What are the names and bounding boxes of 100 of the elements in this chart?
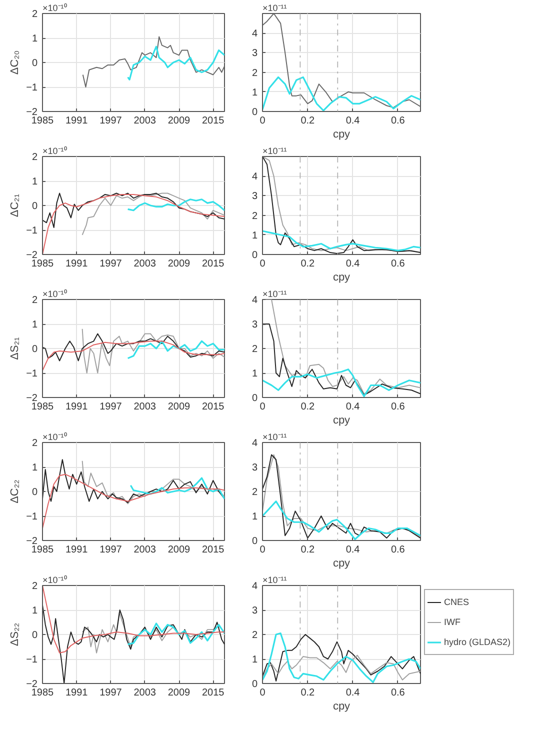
x-tick-label: 0: [260, 116, 266, 126]
x-tick-label: 2009: [168, 402, 191, 412]
x-tick-label: 0: [260, 258, 266, 270]
x-tick-label: 2015: [202, 402, 225, 412]
y-tick-label: 3: [252, 320, 258, 330]
y-tick-label: 1: [32, 34, 38, 44]
x-axis-title: cpy: [332, 128, 351, 140]
x-tick-label: 0.4: [346, 402, 360, 412]
text: ×10⁻¹⁰: [42, 289, 67, 299]
y-tick-label: 3: [252, 462, 258, 474]
x-tick-label: 2003: [134, 544, 156, 556]
x-tick-label: 0.2: [300, 544, 316, 556]
x-tick-label: 0.6: [390, 402, 406, 412]
y-tick-label: 1: [252, 512, 258, 522]
y-tick-label: 0: [252, 107, 258, 118]
x-tick-label: 0.4: [346, 544, 360, 556]
x-tick-label: 0.4: [346, 258, 360, 270]
x-tick-label: 1991: [66, 688, 88, 698]
x-tick-label: 1997: [100, 688, 122, 698]
line-series: [262, 14, 420, 108]
line-series: [82, 328, 224, 374]
y-tick-label: 2: [32, 581, 38, 592]
y-tick-label: 0: [32, 58, 38, 69]
y-tick-label: 2: [252, 68, 258, 79]
x-tick-label: 0.2: [300, 258, 316, 270]
legend-label: IWF: [444, 617, 462, 627]
y-tick-label: 3: [252, 48, 258, 60]
legend-label: hydro (GLDAS2): [444, 637, 511, 647]
x-axis-title: cpy: [332, 272, 351, 284]
y-tick-label: 3: [252, 606, 258, 616]
x-tick-label: 0: [260, 688, 266, 698]
x-tick-label: 0.4: [346, 116, 360, 126]
x-tick-label: 1985: [31, 402, 54, 412]
x-tick-label: 2009: [168, 688, 191, 698]
y-tick-label: 1: [252, 230, 258, 242]
x-tick-label: 1985: [31, 688, 54, 698]
x-tick-label: 0.2: [300, 116, 316, 126]
text: ×10⁻¹¹: [262, 146, 287, 156]
y-tick-label: 1: [32, 606, 38, 616]
x-tick-label: 0.6: [390, 258, 406, 270]
y-tick-label: −1: [26, 82, 38, 94]
line-series: [127, 198, 224, 212]
y-tick-label: 1: [252, 654, 258, 666]
x-tick-label: 2009: [168, 258, 191, 270]
x-axis-title: cpy: [332, 700, 351, 712]
x-tick-label: 1985: [31, 116, 54, 126]
y-tick-label: 0: [32, 344, 38, 355]
x-tick-label: 1985: [31, 544, 54, 556]
x-tick-label: 1997: [100, 544, 122, 556]
text: ×10⁻¹¹: [262, 432, 287, 442]
y-tick-label: 0: [32, 630, 38, 641]
y-tick-label: 4: [252, 438, 258, 449]
y-tick-label: 2: [252, 487, 258, 498]
y-tick-label: −2: [26, 250, 38, 261]
x-tick-label: 1991: [66, 258, 88, 270]
x-axis-title: cpy: [332, 414, 351, 426]
y-tick-label: 1: [252, 87, 258, 98]
line-series: [127, 340, 224, 360]
x-tick-label: 0.6: [390, 116, 406, 126]
x-tick-label: 1991: [66, 402, 88, 412]
x-tick-label: 0.6: [390, 688, 406, 698]
text: ×10⁻¹¹: [262, 3, 287, 13]
text: ×10⁻¹⁰: [42, 3, 67, 13]
y-axis-title: ΔC₂₂: [9, 480, 22, 504]
line-series: [42, 192, 224, 228]
y-tick-label: 4: [252, 28, 258, 40]
x-tick-label: 2015: [202, 258, 225, 270]
y-tick-label: −1: [26, 654, 38, 666]
line-series: [130, 477, 224, 500]
y-tick-label: 0: [252, 250, 258, 261]
x-tick-label: 1997: [100, 258, 122, 270]
x-tick-label: 1997: [100, 116, 122, 126]
y-tick-label: 2: [32, 438, 38, 449]
line-series: [127, 622, 224, 646]
y-tick-label: 3: [252, 191, 258, 202]
x-tick-label: 2003: [134, 688, 156, 698]
x-tick-label: 2009: [168, 544, 191, 556]
text: ×10⁻¹⁰: [42, 432, 67, 442]
x-tick-label: 0: [260, 544, 266, 556]
x-tick-label: 1997: [100, 402, 122, 412]
y-tick-label: 4: [252, 581, 258, 592]
y-tick-label: −1: [26, 368, 38, 380]
x-tick-label: 0: [260, 402, 266, 412]
y-tick-label: −1: [26, 226, 38, 236]
legend-label: CNES: [444, 597, 470, 607]
text: ×10⁻¹⁰: [42, 575, 67, 585]
x-tick-label: 2003: [134, 116, 156, 126]
y-tick-label: −1: [26, 512, 38, 522]
x-tick-label: 1985: [31, 258, 54, 270]
x-tick-label: 2015: [202, 116, 225, 126]
y-axis-title: ΔS₂₂: [9, 622, 22, 646]
y-tick-label: 1: [252, 368, 258, 380]
y-tick-label: 2: [252, 210, 258, 222]
line-series: [82, 460, 224, 504]
line-series: [262, 300, 420, 394]
y-tick-label: 2: [252, 344, 258, 355]
x-tick-label: 2003: [134, 258, 156, 270]
y-tick-label: −2: [26, 393, 38, 404]
line-series: [42, 586, 224, 654]
text: ×10⁻¹⁰: [42, 146, 67, 156]
